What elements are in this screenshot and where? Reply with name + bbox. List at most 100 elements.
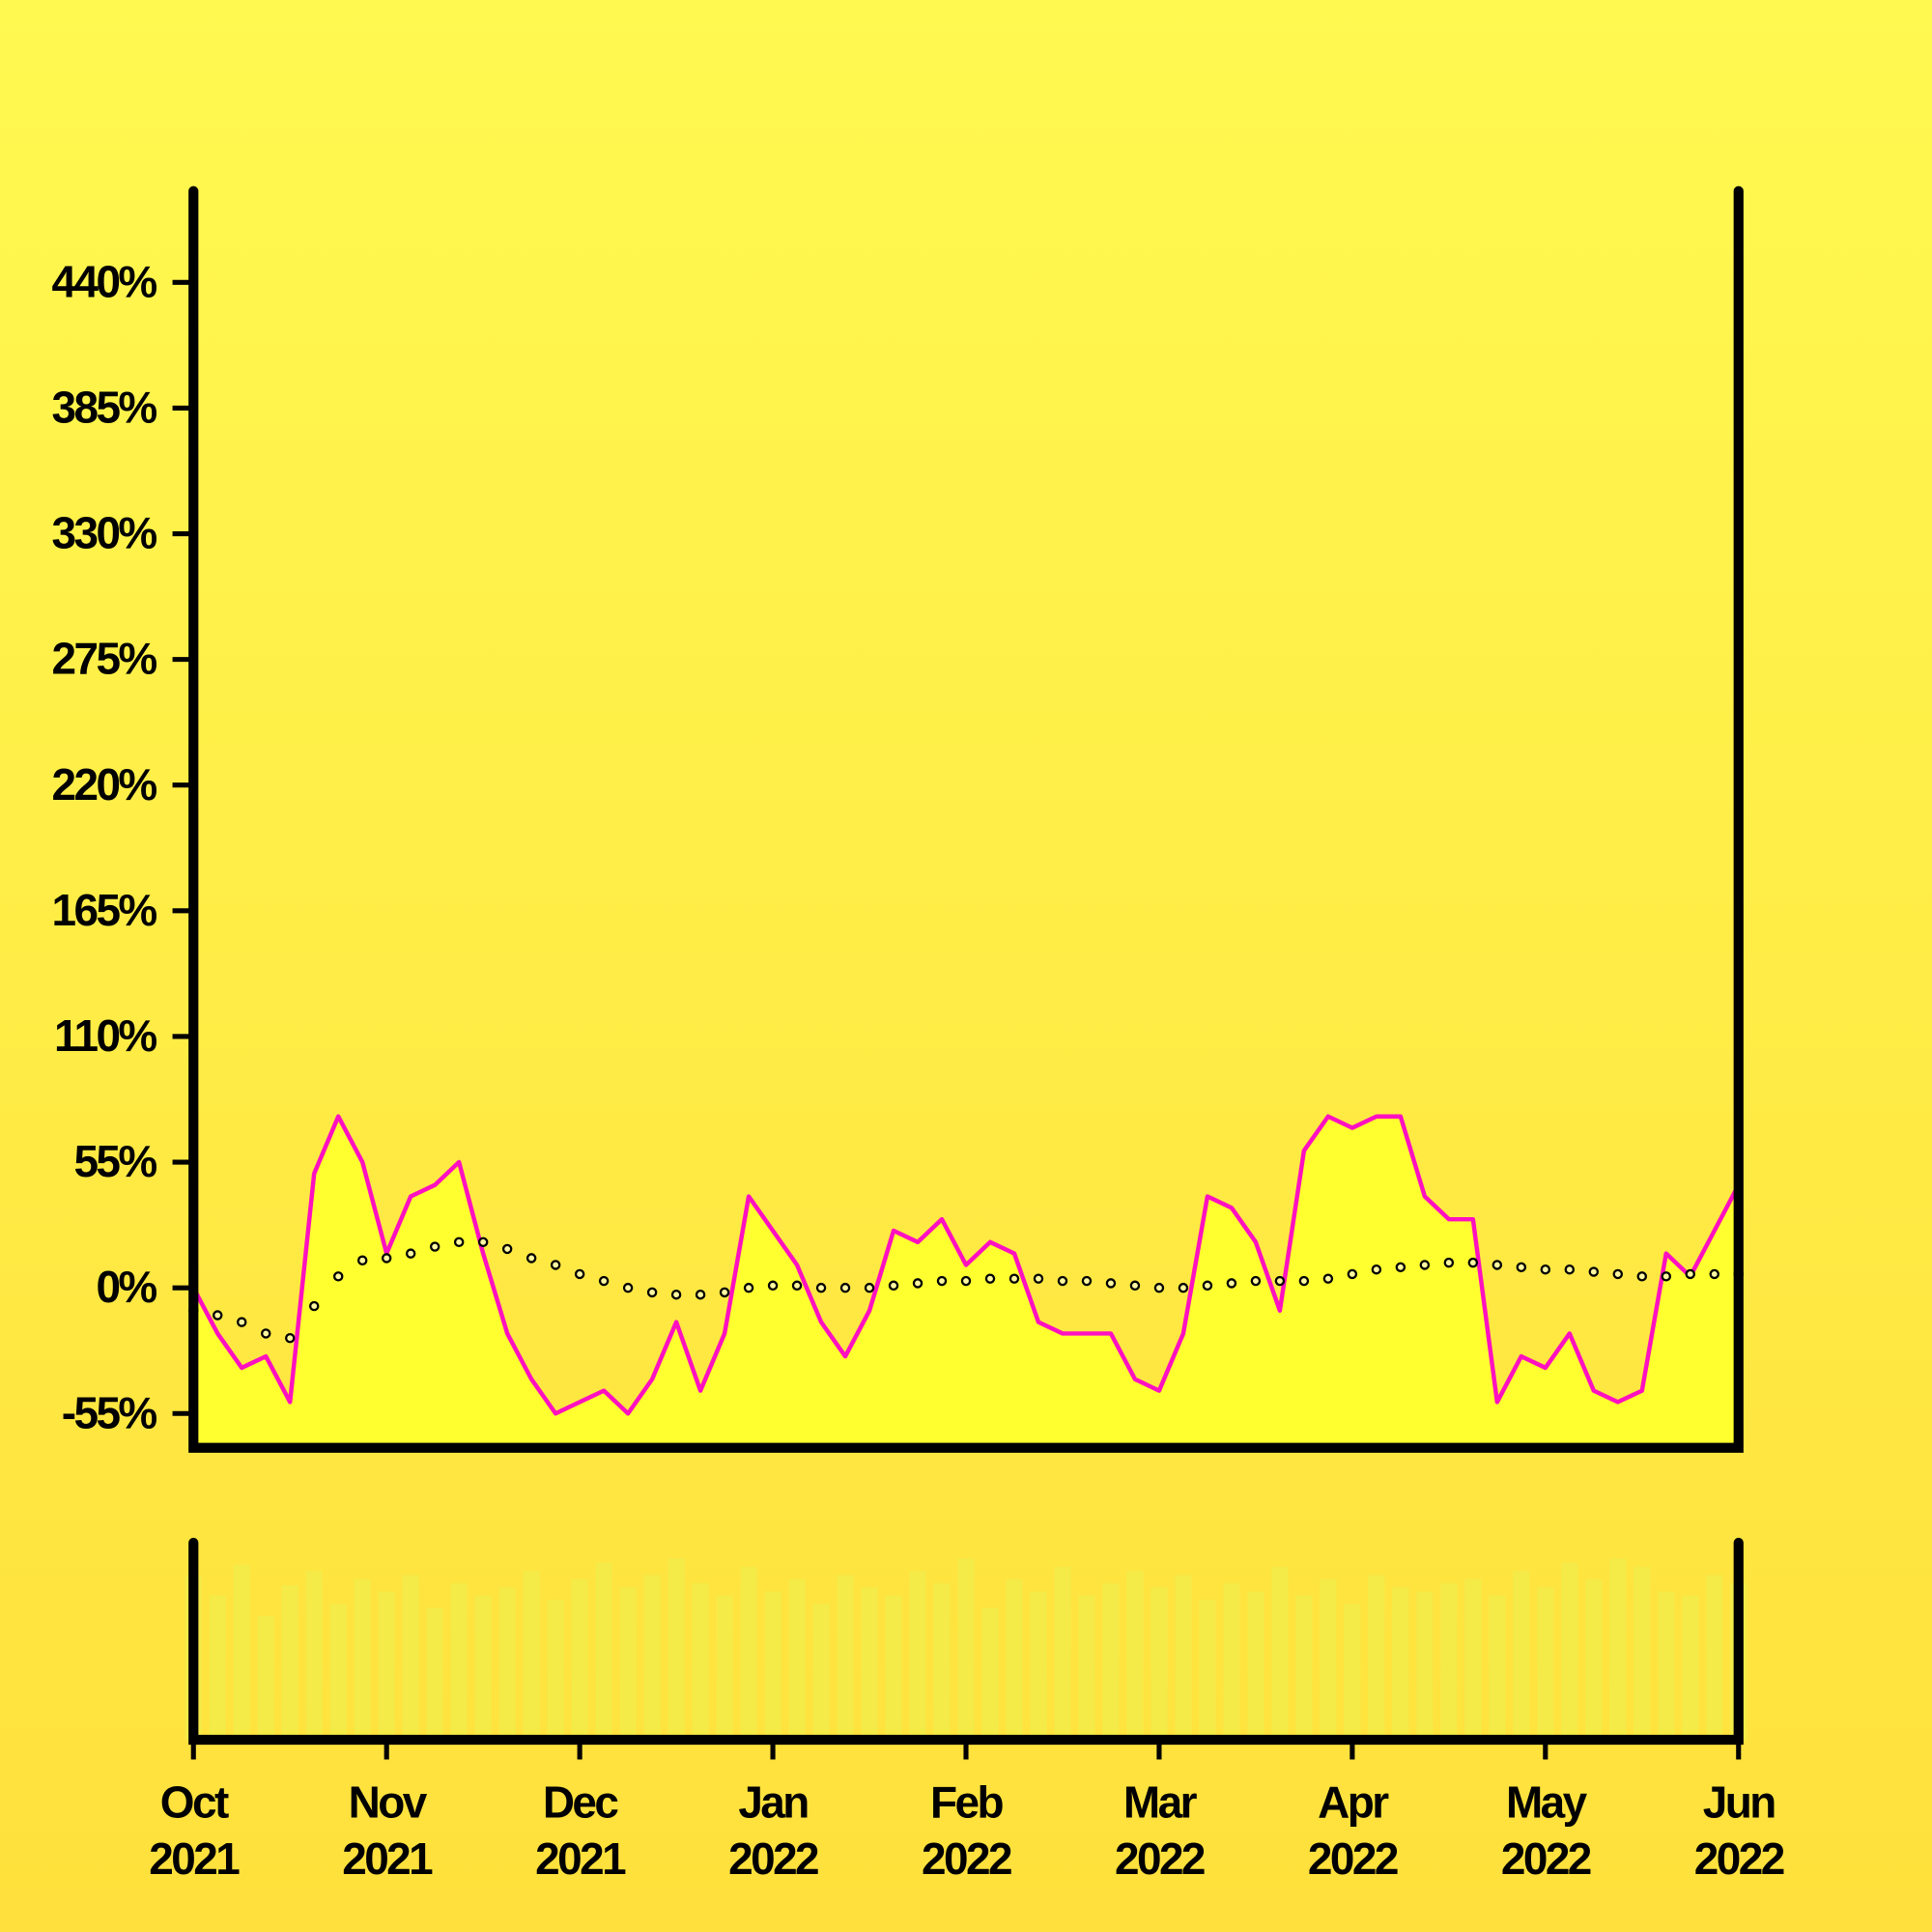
average-dot	[1009, 1273, 1020, 1284]
volume-bar	[1078, 1595, 1095, 1741]
volume-bar	[571, 1578, 588, 1741]
volume-bar	[1151, 1587, 1168, 1741]
average-dot	[213, 1310, 223, 1321]
volume-bar	[1585, 1578, 1603, 1741]
y-tick-label: 275%	[51, 633, 157, 685]
volume-bar	[812, 1604, 830, 1741]
y-tick-label: -55%	[61, 1387, 158, 1438]
average-dot	[622, 1282, 634, 1293]
volume-bar	[1175, 1575, 1192, 1741]
volume-bar	[474, 1595, 492, 1741]
volume-bar	[1126, 1571, 1144, 1741]
average-dot	[1540, 1264, 1551, 1275]
volume-bar	[450, 1582, 468, 1741]
x-tick-label: May 2022	[1500, 1776, 1593, 1885]
volume-bar	[305, 1571, 323, 1741]
volume-bar	[329, 1604, 347, 1741]
volume-bar	[1489, 1595, 1506, 1741]
x-tick-label: Dec 2021	[535, 1776, 627, 1885]
y-tick-label: 220%	[51, 758, 157, 810]
volume-bar	[1223, 1582, 1240, 1741]
volume-bar	[716, 1595, 733, 1741]
volume-bar	[1392, 1587, 1409, 1741]
volume-bar	[1054, 1566, 1071, 1741]
volume-bar	[281, 1585, 298, 1741]
average-dot	[308, 1300, 320, 1312]
average-dot	[1298, 1275, 1310, 1287]
volume-bar	[402, 1575, 419, 1741]
average-dot	[1685, 1268, 1695, 1280]
y-tick-label: 385%	[51, 382, 157, 433]
y-tick-label: 0%	[96, 1262, 157, 1313]
volume-bar	[1561, 1562, 1578, 1741]
volume-bar	[909, 1571, 926, 1741]
volume-bar	[1368, 1575, 1385, 1741]
average-dot	[284, 1332, 296, 1344]
volume-bar	[1006, 1578, 1023, 1741]
volume-bar	[498, 1587, 516, 1741]
average-dot	[1081, 1275, 1093, 1287]
average-dot	[839, 1282, 851, 1293]
average-dot	[912, 1278, 923, 1289]
average-dot	[1202, 1280, 1213, 1292]
average-dot	[791, 1280, 803, 1292]
average-dot	[405, 1248, 416, 1259]
average-dot	[477, 1236, 489, 1248]
volume-bar	[1247, 1591, 1264, 1741]
x-tick-label: Jan 2022	[728, 1776, 820, 1885]
average-dot	[1153, 1282, 1165, 1293]
frame	[188, 1537, 1744, 1746]
average-dot	[815, 1282, 827, 1293]
average-dot	[1033, 1273, 1044, 1284]
volume-bar	[957, 1558, 975, 1741]
volume-bar	[1634, 1566, 1651, 1741]
volume-bar	[233, 1564, 250, 1741]
y-tick-label: 440%	[51, 256, 157, 307]
average-dot	[888, 1280, 899, 1292]
average-dot	[1661, 1271, 1671, 1282]
average-dot	[1250, 1275, 1262, 1287]
average-dot	[719, 1287, 730, 1298]
volume-bar	[740, 1566, 757, 1741]
average-dot	[237, 1317, 247, 1327]
y-tick-label: 55%	[73, 1136, 157, 1187]
average-dot	[381, 1253, 392, 1264]
average-dot	[1129, 1280, 1141, 1292]
average-dot	[1516, 1262, 1527, 1273]
average-dot	[574, 1268, 585, 1280]
average-dot	[1492, 1260, 1503, 1270]
volume-bar	[1271, 1566, 1289, 1741]
average-dot	[1709, 1268, 1719, 1280]
average-dot	[1612, 1268, 1624, 1280]
average-dot	[864, 1282, 875, 1293]
volume-bar	[1464, 1578, 1482, 1741]
volume-bar	[1682, 1595, 1699, 1741]
volume-bar	[523, 1571, 540, 1741]
average-dot	[767, 1280, 779, 1292]
volume-bar	[692, 1582, 709, 1741]
average-dot	[429, 1241, 440, 1252]
average-dot	[1443, 1257, 1455, 1268]
average-dot	[1588, 1266, 1600, 1277]
average-dot	[1105, 1278, 1117, 1289]
volume-bar	[547, 1599, 564, 1741]
average-dot	[1371, 1264, 1382, 1275]
volume-bar	[378, 1591, 395, 1741]
average-dot	[1467, 1257, 1479, 1268]
average-dot	[453, 1236, 465, 1248]
volume-bar	[595, 1562, 612, 1741]
average-dot	[332, 1271, 344, 1282]
volume-bar	[764, 1591, 781, 1741]
volume-bar	[426, 1607, 443, 1741]
average-dot	[670, 1290, 682, 1300]
volume-bar	[354, 1578, 371, 1741]
average-dot	[1636, 1271, 1648, 1282]
volume-bar	[619, 1587, 637, 1741]
volume-bar	[1102, 1582, 1120, 1741]
volume-bar	[861, 1587, 878, 1741]
volume-bar	[837, 1575, 854, 1741]
average-dot	[261, 1328, 271, 1339]
